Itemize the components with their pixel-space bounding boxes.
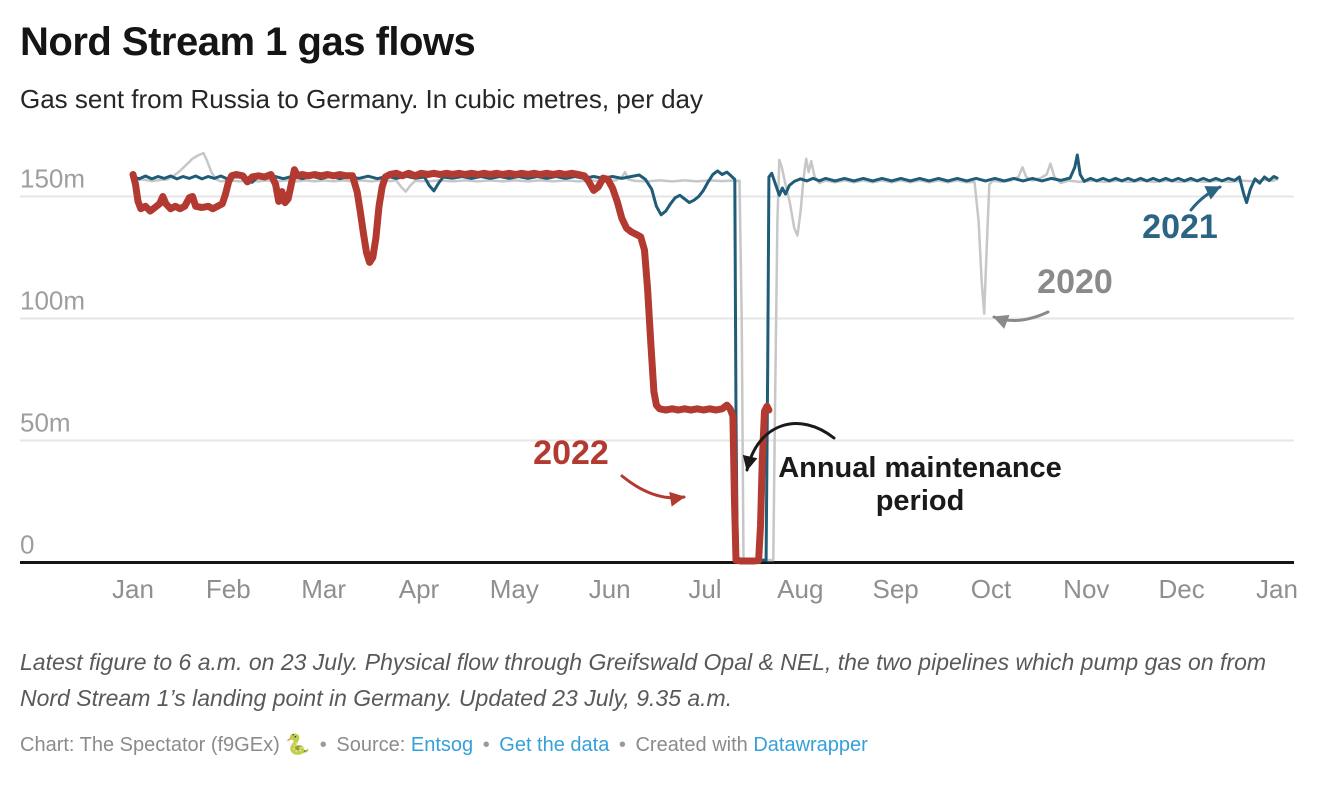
x-tick-label-jun-5: Jun xyxy=(589,574,631,604)
x-tick-label-apr-3: Apr xyxy=(399,574,440,604)
annotation-arrow-2022 xyxy=(620,474,686,507)
x-tick-label-nov-10: Nov xyxy=(1063,574,1109,604)
x-tick-label-jan-12: Jan xyxy=(1256,574,1298,604)
y-tick-label-100m: 100m xyxy=(20,286,85,316)
separator-dot: • xyxy=(319,733,327,756)
x-tick-label-aug-7: Aug xyxy=(777,574,823,604)
annotation-label-y2022: 2022 xyxy=(533,434,609,472)
x-tick-label-dec-11: Dec xyxy=(1159,574,1205,604)
annotation-label-y2021: 2021 xyxy=(1142,208,1218,246)
snake-emoji: 🐍 xyxy=(285,733,311,756)
annotation-arrow-maintenance xyxy=(742,422,836,472)
attribution: Chart: The Spectator (f9GEx) 🐍 • Source:… xyxy=(20,732,1318,758)
x-tick-label-jul-6: Jul xyxy=(688,574,721,604)
datawrapper-link[interactable]: Datawrapper xyxy=(753,733,868,756)
x-tick-label-sep-8: Sep xyxy=(873,574,919,604)
y-tick-label-0: 0 xyxy=(20,530,34,560)
x-tick-label-may-4: May xyxy=(490,574,539,604)
credit-source-label: Source: xyxy=(336,733,406,756)
annotation-label-maintenance: Annual maintenance period xyxy=(778,452,1062,517)
page-title: Nord Stream 1 gas flows xyxy=(20,20,476,64)
x-tick-label-oct-9: Oct xyxy=(971,574,1012,604)
annotation-arrow-2021 xyxy=(1189,185,1222,212)
source-link[interactable]: Entsog xyxy=(410,733,474,756)
line-chart: 150m 100m 50m 0 Jan Feb Mar Apr May Jun Jul Aug Sep O… xyxy=(20,152,1298,604)
credit-chart-label: Chart: The Spectator (f9GEx) xyxy=(20,733,280,756)
get-the-data-link[interactable]: Get the data xyxy=(499,733,610,756)
x-tick-label-feb-1: Feb xyxy=(206,574,251,604)
series-line-2020 xyxy=(131,152,1279,562)
separator-dot: • xyxy=(618,733,626,756)
y-tick-label-50m: 50m xyxy=(20,408,71,438)
credit-created-label: Created with xyxy=(635,733,748,756)
y-tick-label-150m: 150m xyxy=(20,164,85,194)
chart-area: 150m 100m 50m 0 Jan Feb Mar Apr May Jun Jul Aug Sep O… xyxy=(20,148,1318,618)
annotation-label-y2020: 2020 xyxy=(1037,263,1113,301)
series-line-2021 xyxy=(131,153,1279,562)
chart-notes: Latest figure to 6 a.m. on 23 July. Phys… xyxy=(20,649,1267,712)
annotation-arrow-2020 xyxy=(992,310,1050,330)
x-tick-label-mar-2: Mar xyxy=(301,574,346,604)
series-line-2022 xyxy=(129,166,773,565)
chart-card: Nord Stream 1 gas flows Gas sent from Ru… xyxy=(20,20,1318,758)
chart-subtitle: Gas sent from Russia to Germany. In cubi… xyxy=(20,84,703,114)
x-tick-label-jan-0: Jan xyxy=(112,574,154,604)
separator-dot: • xyxy=(482,733,490,756)
